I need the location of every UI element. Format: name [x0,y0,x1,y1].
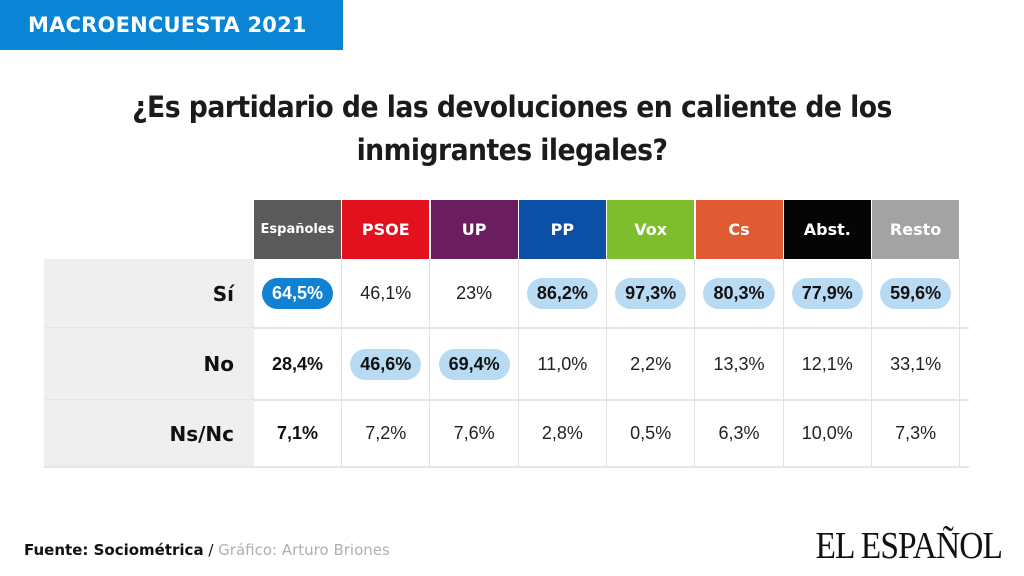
cell-value: 12,1% [801,353,853,374]
row-label-background [44,400,254,467]
table-cell: 28,4% [254,328,342,400]
table-cell: 13,3% [696,328,784,400]
cell-value: 2,8% [541,423,583,443]
footer-separator: / [203,541,219,559]
table-cell: 69,4% [431,328,519,400]
table-cell: 2,2% [607,328,696,400]
cell-value: 7,2% [365,423,407,443]
highlighted-value: 80,3% [703,278,775,309]
row-label: No [203,352,234,376]
highlighted-value: 69,4% [438,348,510,380]
cell-value: 13,3% [713,353,765,374]
row-divider [44,466,969,468]
cell-value: 11,0% [537,353,588,374]
row-label: Sí [212,281,234,306]
cell-value: 7,1% [276,423,319,443]
table-cell: 10,0% [784,400,872,467]
cell-value: 28,4% [271,353,324,374]
cell-value: 6,3% [718,423,760,443]
survey-badge: MACROENCUESTA 2021 [0,0,343,50]
table-cell: 6,3% [696,400,784,467]
table-cell: 59,6% [872,259,961,328]
credit-label: Gráfico: Arturo Briones [218,541,390,559]
highlighted-value: 77,9% [791,278,863,309]
cell-value: 23% [456,283,493,303]
el-espanol-logo: EL ESPAÑOL [815,525,1002,567]
cell-value: 0,5% [630,423,672,443]
cell-value: 7,6% [453,423,495,443]
title-line-1: ¿Es partidario de las devoluciones en ca… [132,90,892,124]
cell-value: 46,1% [360,283,412,303]
table-cell: 46,1% [342,259,431,328]
column-header-resto: Resto [872,200,961,259]
column-header-españoles: Españoles [254,200,342,259]
row-label-background [44,328,254,400]
table-cell: 86,2% [519,259,607,328]
row-label-background [44,259,254,328]
column-header-psoe: PSOE [342,200,431,259]
title-line-2: inmigrantes ilegales? [356,133,668,167]
cell-value: 10,0% [801,423,853,443]
footer: Fuente: Sociométrica / Gráfico: Arturo B… [24,541,390,559]
highlighted-value: 86,2% [526,278,598,309]
column-header-abst: Abst. [783,200,872,259]
column-header-up: UP [430,200,519,259]
highlighted-value: 46,6% [350,348,422,380]
highlighted-value: 59,6% [880,278,952,309]
highlighted-value: 97,3% [615,278,687,309]
table-cell: 7,6% [431,400,519,467]
source-label: Fuente: Sociométrica [24,541,204,559]
table-cell: 33,1% [872,328,961,400]
column-header-pp: PP [518,200,607,259]
table-cell: 80,3% [696,259,784,328]
table-cell: 2,8% [519,400,607,467]
table-cell: 46,6% [342,328,431,400]
table-cell: 7,1% [254,400,342,467]
table-cell: 12,1% [784,328,872,400]
table-cell: 0,5% [607,400,696,467]
table-cell: 7,2% [342,400,431,467]
highlighted-value: 64,5% [261,278,334,309]
row-divider [44,399,969,401]
cell-value: 7,3% [895,423,937,443]
column-header-vox: Vox [607,200,696,259]
cell-value: 2,2% [630,353,672,374]
table-cell: 11,0% [519,328,607,400]
table-cell: 7,3% [872,400,961,467]
cell-value: 33,1% [890,353,942,374]
column-header-cs: Cs [695,200,784,259]
row-divider [44,327,969,329]
table-cell: 23% [431,259,519,328]
row-label: Ns/Nc [169,421,234,446]
table-cell: 77,9% [784,259,872,328]
table-cell: 97,3% [607,259,696,328]
chart-title: ¿Es partidario de las devoluciones en ca… [0,86,1024,172]
table-cell: 64,5% [254,259,342,328]
